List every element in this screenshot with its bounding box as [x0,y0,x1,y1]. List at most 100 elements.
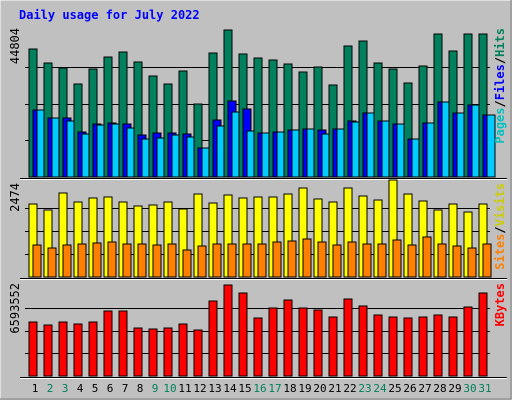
bar-sites-day-17 [272,241,282,278]
bar-kbytes-day-17 [268,307,278,377]
bar-sites-day-12 [197,245,207,278]
day-label-5: 5 [92,382,99,395]
bar-sites-day-9 [152,244,162,278]
day-label-2: 2 [47,382,54,395]
bar-kbytes-day-16 [253,317,263,377]
panel-visits: 2474 Sites/Visits [8,179,507,280]
day-label-15: 15 [238,382,251,395]
bar-sites-day-1 [32,244,42,278]
bar-kbytes-day-18 [283,299,293,377]
bar-kbytes-day-31 [478,292,488,377]
day-label-18: 18 [283,382,296,395]
legend-label-visits: Visits [493,183,507,226]
ymax-label-hits: 44804 [8,28,22,64]
bar-kbytes-day-21 [328,316,338,377]
day-label-19: 19 [298,382,311,395]
bar-kbytes-day-3 [58,321,68,377]
bar-sites-day-26 [407,244,417,278]
bar-kbytes-day-29 [448,316,458,377]
bar-kbytes-day-23 [358,305,368,377]
legend-label-pages: Pages [493,108,507,144]
bar-sites-day-27 [422,236,432,278]
bar-sites-day-16 [257,243,267,278]
ymax-label-kbytes: 6593552 [8,283,22,334]
day-label-29: 29 [448,382,461,395]
bar-kbytes-day-11 [178,323,188,377]
legend-separator: / [493,57,507,64]
legend-label-files: Files [493,64,507,100]
chart-panels: 44804Pages/Files/Hits2474Sites/Visits659… [8,28,507,379]
bar-kbytes-day-15 [238,292,248,377]
bar-kbytes-day-25 [388,316,398,377]
bar-kbytes-day-4 [73,323,83,377]
bar-kbytes-day-8 [133,327,143,377]
day-label-3: 3 [62,382,69,395]
bar-kbytes-day-5 [88,321,98,377]
bar-kbytes-day-22 [343,298,353,377]
chart-title: Daily usage for July 2022 [19,8,200,22]
day-label-21: 21 [328,382,341,395]
bar-sites-day-14 [227,243,237,278]
legend-label-hits: Hits [493,28,507,57]
day-label-6: 6 [107,382,114,395]
bar-kbytes-day-7 [118,310,128,377]
bar-sites-day-15 [242,243,252,278]
bar-sites-day-6 [107,241,117,278]
bar-sites-day-13 [212,243,222,278]
bar-sites-day-3 [62,244,72,278]
day-label-28: 28 [433,382,446,395]
day-label-10: 10 [163,382,176,395]
bar-pages-day-31 [486,114,496,178]
day-label-7: 7 [122,382,129,395]
bar-kbytes-day-10 [163,327,173,377]
panel-kbytes: 6593552 KBytes [8,283,507,379]
bar-kbytes-day-20 [313,309,323,377]
day-label-12: 12 [193,382,206,395]
day-label-30: 30 [463,382,476,395]
bar-kbytes-day-28 [433,314,443,377]
bar-kbytes-day-9 [148,328,158,377]
legend-separator: / [493,100,507,107]
day-label-17: 17 [268,382,281,395]
day-label-22: 22 [343,382,356,395]
legend-separator: / [493,226,507,233]
bar-sites-day-25 [392,239,402,278]
day-label-14: 14 [223,382,237,395]
bar-sites-day-11 [182,249,192,278]
day-label-24: 24 [373,382,387,395]
day-label-26: 26 [403,382,416,395]
bar-sites-day-19 [302,238,312,278]
day-label-9: 9 [152,382,159,395]
bar-sites-day-4 [77,243,87,278]
day-label-25: 25 [388,382,401,395]
legend-label-kbytes: KBytes [493,283,507,326]
day-label-11: 11 [178,382,191,395]
legend-label-sites: Sites [493,234,507,270]
right-legend-kbytes: KBytes [493,283,507,326]
ymax-label-visits: 2474 [8,183,22,212]
day-label-23: 23 [358,382,371,395]
bar-sites-day-30 [467,247,477,278]
bar-sites-day-18 [287,240,297,278]
bar-sites-day-2 [47,247,57,278]
right-legend-visits: Sites/Visits [493,183,507,270]
day-label-20: 20 [313,382,326,395]
day-labels: 1 2 3 4 5 6 7 8 9 10 11 12 13 14 15 16 17 18 19 20 21 22 23 24 2… [32,382,492,395]
bar-sites-day-5 [92,242,102,278]
day-label-1: 1 [32,382,39,395]
bar-kbytes-day-14 [223,284,233,377]
bar-kbytes-day-2 [43,324,53,377]
bar-sites-day-10 [167,243,177,278]
day-label-13: 13 [208,382,221,395]
day-label-27: 27 [418,382,431,395]
bar-sites-day-24 [377,243,387,278]
bar-sites-day-22 [347,241,357,278]
bar-kbytes-day-26 [403,317,413,377]
day-label-31: 31 [478,382,491,395]
day-label-4: 4 [77,382,84,395]
right-legend-hits: Pages/Files/Hits [493,28,507,144]
bar-sites-day-31 [482,243,492,278]
bar-kbytes-day-24 [373,314,383,377]
